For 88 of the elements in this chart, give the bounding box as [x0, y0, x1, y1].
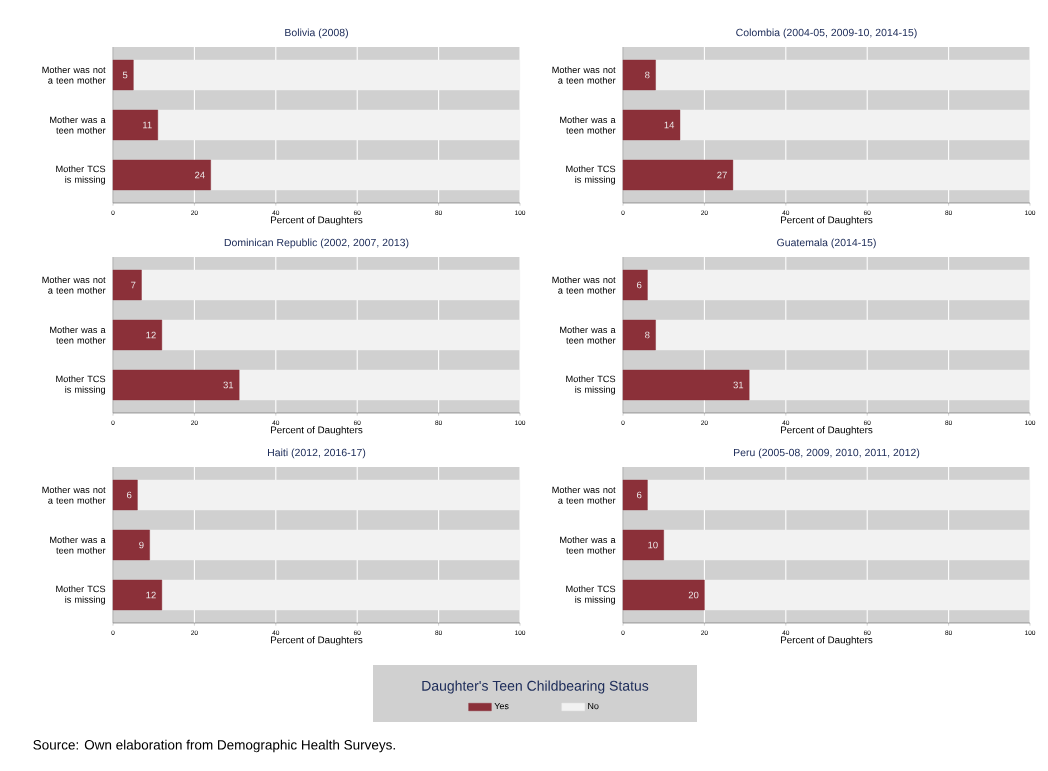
- chart-title: Bolivia (2008): [285, 28, 348, 39]
- legend-label: No: [588, 702, 599, 710]
- y-tick-label: Mother was not a teen mother: [552, 486, 616, 504]
- bar: [112, 479, 138, 511]
- bar: [149, 529, 521, 561]
- data-label: 6: [127, 491, 132, 499]
- y-tick-label: Mother was a teen mother: [560, 326, 616, 344]
- bar: [622, 369, 750, 401]
- y-tick-label: Mother was not a teen mother: [42, 66, 106, 84]
- y-tick-label: Mother was a teen mother: [50, 116, 106, 134]
- x-axis-title: Percent of Daughters: [781, 426, 873, 436]
- bar: [112, 109, 158, 141]
- data-label: 5: [122, 71, 128, 79]
- bar: [622, 579, 705, 611]
- y-tick-label: Mother was a teen mother: [560, 536, 616, 554]
- bar: [238, 369, 521, 401]
- bar: [112, 319, 163, 351]
- x-axis-title: Percent of Daughters: [781, 636, 873, 646]
- x-axis-title: Percent of Daughters: [271, 636, 363, 646]
- bar: [137, 479, 521, 511]
- bar: [655, 59, 1031, 91]
- bar: [748, 369, 1031, 401]
- bar: [622, 59, 656, 91]
- y-tick-label: Mother TCS is missing: [56, 585, 106, 605]
- bar: [647, 269, 1031, 301]
- data-label: 12: [146, 331, 156, 339]
- y-tick-label: Mother was a teen mother: [560, 116, 616, 134]
- bar: [112, 369, 240, 401]
- bar: [161, 579, 521, 611]
- y-tick-label: Mother TCS is missing: [566, 165, 616, 185]
- x-axis-title: Percent of Daughters: [781, 216, 873, 226]
- bar: [622, 109, 681, 141]
- data-label: 27: [717, 171, 727, 179]
- bar: [112, 529, 150, 561]
- bar: [161, 319, 521, 351]
- data-label: 12: [146, 591, 156, 599]
- chart-title: Colombia (2004-05, 2009-10, 2014-15): [736, 28, 917, 39]
- bar: [112, 159, 211, 191]
- bar: [704, 579, 1031, 611]
- y-tick-label: Mother TCS is missing: [566, 585, 616, 605]
- data-label: 14: [664, 121, 675, 129]
- chart-title: Guatemala (2014-15): [777, 238, 876, 249]
- bar: [622, 479, 648, 511]
- y-tick-label: Mother was not a teen mother: [42, 276, 106, 294]
- x-axis-title: Percent of Daughters: [271, 426, 363, 436]
- y-tick-label: Mother TCS is missing: [56, 165, 106, 185]
- data-label: 31: [223, 381, 234, 389]
- bar: [622, 269, 648, 301]
- bar: [655, 319, 1031, 351]
- data-label: 9: [139, 541, 144, 549]
- data-label: 8: [645, 71, 650, 79]
- source-note: Source: Own elaboration from Demographic Health Surveys.: [33, 739, 395, 753]
- data-label: 31: [733, 381, 744, 389]
- bar: [210, 159, 521, 191]
- bar: [663, 529, 1031, 561]
- chart-title: Haiti (2012, 2016-17): [268, 448, 366, 459]
- bar: [133, 59, 521, 91]
- y-tick-label: Mother was not a teen mother: [42, 486, 106, 504]
- bar: [622, 529, 664, 561]
- y-tick-label: Mother was not a teen mother: [552, 66, 616, 84]
- chart-title: Peru (2005-08, 2009, 2010, 2011, 2012): [734, 448, 920, 459]
- y-tick-label: Mother was not a teen mother: [552, 276, 616, 294]
- legend-label: Yes: [494, 702, 509, 710]
- bar: [112, 59, 134, 91]
- bar: [141, 269, 521, 301]
- data-label: 24: [195, 171, 205, 179]
- data-label: 10: [648, 541, 658, 549]
- bar: [647, 479, 1031, 511]
- x-axis-title: Percent of Daughters: [271, 216, 363, 226]
- y-tick-label: Mother was a teen mother: [50, 326, 106, 344]
- chart-title: Dominican Republic (2002, 2007, 2013): [224, 238, 409, 249]
- data-label: 6: [637, 281, 642, 289]
- data-label: 11: [143, 121, 152, 129]
- bar: [679, 109, 1031, 141]
- legend-title: Daughter's Teen Childbearing Status: [422, 680, 649, 694]
- y-tick-label: Mother TCS is missing: [56, 375, 106, 395]
- bar: [112, 579, 163, 611]
- data-label: 20: [688, 591, 699, 599]
- bar: [622, 319, 656, 351]
- data-label: 6: [637, 491, 642, 499]
- bar: [112, 269, 142, 301]
- data-label: 8: [645, 331, 650, 339]
- y-tick-label: Mother TCS is missing: [566, 375, 616, 395]
- bar: [622, 159, 734, 191]
- bar: [157, 109, 521, 141]
- bar: [732, 159, 1031, 191]
- data-label: 7: [131, 281, 136, 289]
- y-tick-label: Mother was a teen mother: [50, 536, 106, 554]
